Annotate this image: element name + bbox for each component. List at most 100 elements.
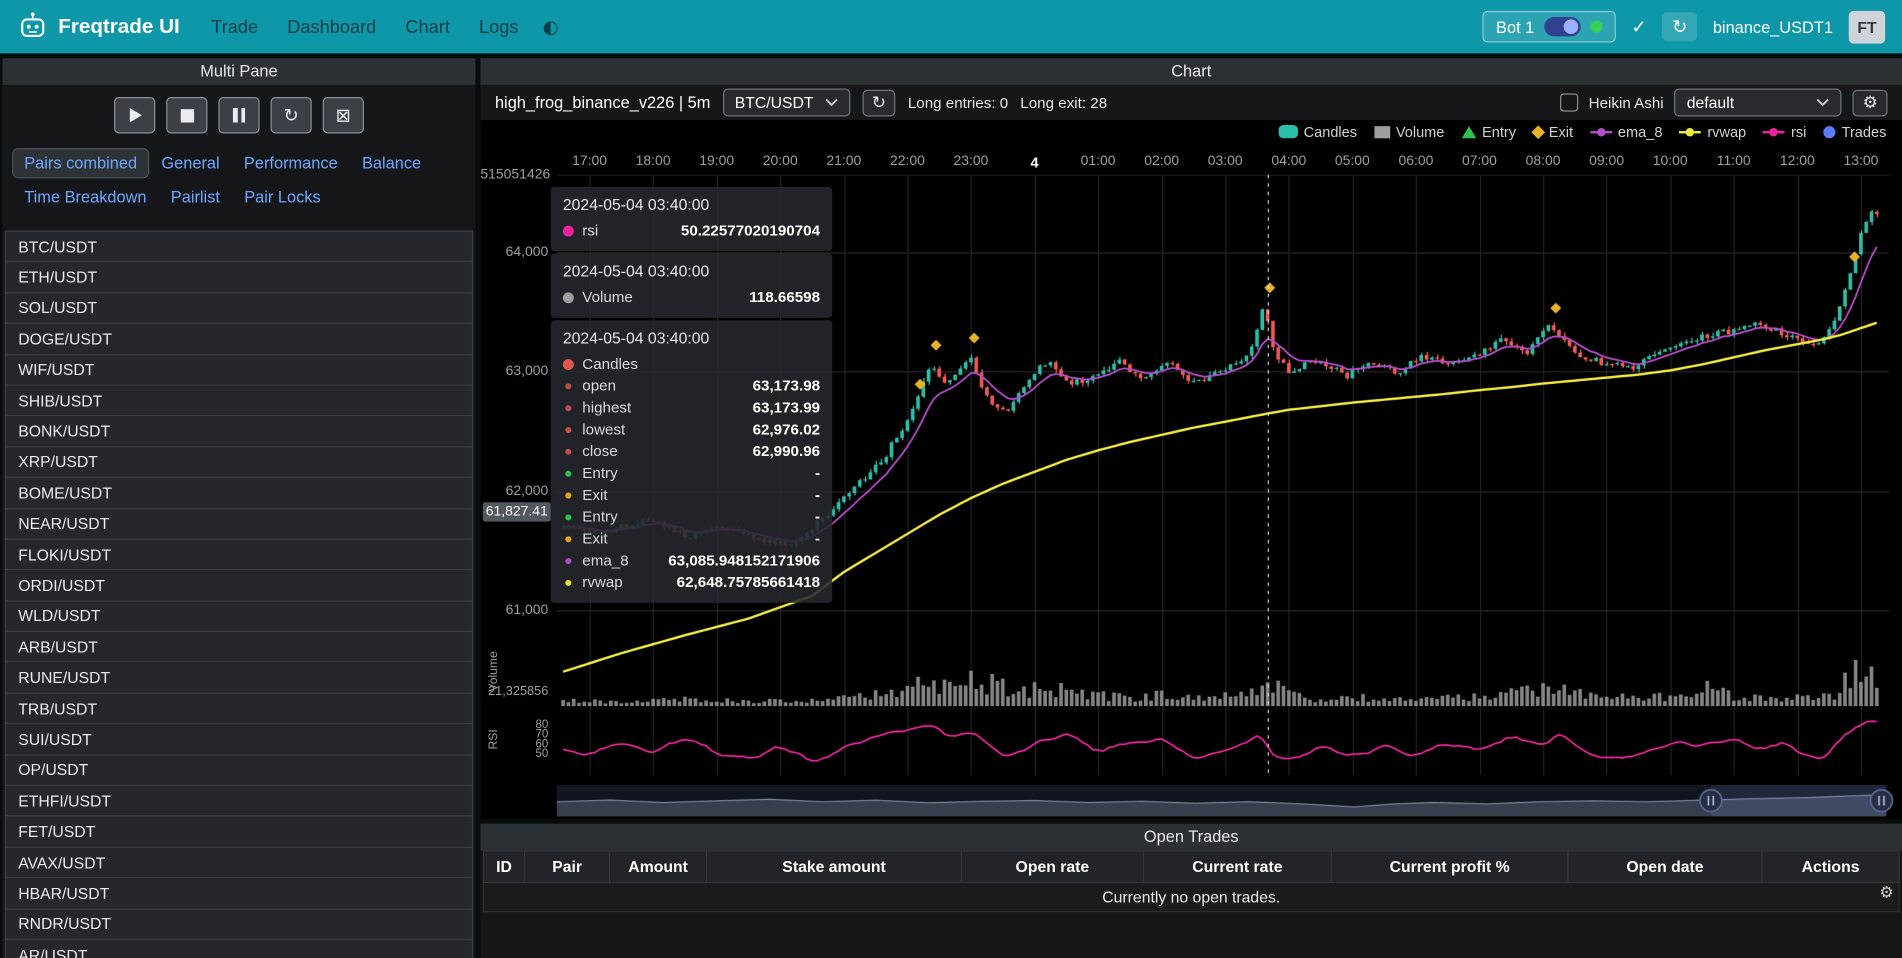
x-axis-tick: 01:00 [1080, 154, 1116, 169]
legend-item-trades[interactable]: Trades [1823, 123, 1886, 140]
pair-row[interactable]: FLOKI/USDT [4, 539, 474, 571]
pair-select[interactable]: BTC/USDT [722, 88, 850, 117]
pair-row[interactable]: OP/USDT [4, 755, 474, 787]
column-header-amount[interactable]: Amount [608, 850, 708, 884]
legend-label: Candles [1303, 123, 1358, 141]
heikin-ashi-checkbox[interactable] [1559, 93, 1578, 112]
legend-item-exit[interactable]: Exit [1530, 123, 1573, 140]
reload-bots-button[interactable]: ↻ [1662, 12, 1698, 42]
sidebar-tab-general[interactable]: General [161, 154, 220, 173]
column-header-current-rate[interactable]: Current rate [1142, 850, 1332, 884]
pair-row[interactable]: ETHFI/USDT [4, 786, 474, 817]
pair-row[interactable]: WLD/USDT [4, 601, 474, 633]
plot-config-value: default [1686, 93, 1735, 112]
bot-online-toggle[interactable] [1544, 16, 1581, 37]
pair-row[interactable]: RUNE/USDT [4, 662, 474, 694]
column-header-open-rate[interactable]: Open rate [960, 850, 1144, 884]
cancel-open-orders-button[interactable]: ⊠ [322, 97, 364, 134]
brand[interactable]: Freqtrade UI [17, 11, 180, 43]
column-header-actions[interactable]: Actions [1761, 850, 1900, 884]
sidebar-tab-balance[interactable]: Balance [361, 154, 422, 173]
tooltip-row: Exit - [563, 528, 820, 550]
y-axis-tick: 62,000 [505, 483, 549, 499]
pair-list: BTC/USDT ETH/USDT SOL/USDT DOGE/USDT WIF/USD… [4, 230, 474, 958]
pair-row[interactable]: SHIB/USDT [4, 385, 474, 417]
x-axis-tick: 05:00 [1334, 154, 1370, 169]
tooltip-row: open 63,173.98 [563, 375, 820, 397]
tooltip-candles: 2024-05-04 03:40:00 Candles open 63,173.9… [550, 320, 833, 603]
tooltip-value: - [814, 464, 821, 482]
pair-row[interactable]: BOME/USDT [4, 478, 474, 509]
pair-row[interactable]: ARB/USDT [4, 632, 474, 663]
confirm-check-icon[interactable]: ✓ [1631, 15, 1647, 38]
x-axis-tick: 11:00 [1716, 154, 1751, 169]
chart-toolbar-right: Heikin Ashi default ⚙ [1559, 88, 1888, 117]
legend-item-rvwap[interactable]: rvwap [1679, 123, 1746, 140]
long-entries-label: Long entries: 0 [907, 94, 1009, 111]
plot-config-select[interactable]: default [1674, 88, 1843, 117]
pair-row[interactable]: HBAR/USDT [4, 878, 474, 910]
nav-link-trade[interactable]: Trade [211, 16, 259, 37]
pair-row[interactable]: SOL/USDT [4, 293, 474, 325]
tooltip-label: lowest [582, 420, 626, 438]
chart-plot: 515051426 21,325856 Volume RSI 61,827.41… [480, 143, 1902, 819]
bot-status-dot [1590, 20, 1603, 33]
pair-row[interactable]: FET/USDT [4, 816, 474, 848]
exchange-label: binance_USDT1 [1712, 17, 1833, 36]
pair-row[interactable]: ETH/USDT [4, 262, 474, 294]
tooltip-value: 63,085.948152171906 [668, 551, 821, 569]
user-avatar[interactable]: FT [1848, 10, 1886, 44]
legend-item-rsi[interactable]: rsi [1763, 123, 1806, 140]
sidebar-tab-pairlist[interactable]: Pairlist [170, 188, 220, 207]
pair-row[interactable]: XRP/USDT [4, 447, 474, 479]
column-header-stake-amount[interactable]: Stake amount [706, 850, 962, 884]
exit-marker-icon [1530, 124, 1545, 139]
nav-link-chart[interactable]: Chart [405, 16, 450, 37]
pair-row[interactable]: BONK/USDT [4, 416, 474, 448]
sidebar-tab-time-breakdown[interactable]: Time Breakdown [24, 188, 147, 207]
pair-row[interactable]: WIF/USDT [4, 354, 474, 386]
nav-link-logs[interactable]: Logs [479, 16, 519, 37]
bot-selector-button[interactable]: Bot 1 [1482, 10, 1616, 43]
pair-row[interactable]: TRB/USDT [4, 693, 474, 725]
pair-row[interactable]: AVAX/USDT [4, 847, 474, 879]
pair-row[interactable]: BTC/USDT [4, 230, 474, 263]
column-header-current-profit[interactable]: Current profit % [1330, 850, 1569, 884]
legend-item-volume[interactable]: Volume [1374, 123, 1444, 140]
sidebar-tab-pairs-combined[interactable]: Pairs combined [12, 147, 150, 179]
x-axis-tick: 21:00 [826, 154, 862, 169]
pair-row[interactable]: NEAR/USDT [4, 508, 474, 540]
column-header-id[interactable]: ID [482, 850, 526, 884]
stop-bot-button[interactable] [166, 97, 208, 134]
theme-toggle-icon[interactable]: ◐ [542, 15, 559, 38]
x-axis-tick: 08:00 [1525, 154, 1561, 169]
x-axis-tick: 04:00 [1271, 154, 1307, 169]
pause-bot-button[interactable] [218, 97, 260, 134]
candles-marker-icon [1278, 124, 1298, 139]
legend-item-entry[interactable]: Entry [1461, 123, 1516, 140]
nav-link-dashboard[interactable]: Dashboard [287, 16, 377, 37]
legend-item-ema-8[interactable]: ema_8 [1590, 123, 1662, 140]
tooltip-value: 63,173.98 [752, 377, 821, 395]
pair-row[interactable]: DOGE/USDT [4, 324, 474, 355]
column-header-open-date[interactable]: Open date [1567, 850, 1763, 884]
pair-row[interactable]: AR/USDT [4, 940, 474, 958]
tooltip-value: 50.22577020190704 [680, 221, 821, 239]
chart-refresh-button[interactable]: ↻ [862, 89, 896, 116]
pair-row[interactable]: RNDR/USDT [4, 909, 474, 941]
table-settings-icon[interactable]: ⚙ [1879, 884, 1894, 903]
pair-row[interactable]: ORDI/USDT [4, 570, 474, 602]
column-header-pair[interactable]: Pair [524, 850, 611, 884]
pair-row[interactable]: SUI/USDT [4, 724, 474, 756]
x-axis-tick: 19:00 [699, 154, 735, 169]
start-bot-button[interactable] [114, 97, 156, 134]
chevron-down-icon [1817, 98, 1830, 107]
legend-item-candles[interactable]: Candles [1278, 123, 1357, 140]
series-dot [565, 491, 572, 498]
chart-settings-button[interactable]: ⚙ [1852, 89, 1888, 116]
reload-config-button[interactable]: ↻ [270, 97, 312, 134]
sidebar-tab-pair-locks[interactable]: Pair Locks [244, 188, 321, 207]
sidebar-tab-performance[interactable]: Performance [243, 154, 338, 173]
series-dot [565, 535, 572, 542]
